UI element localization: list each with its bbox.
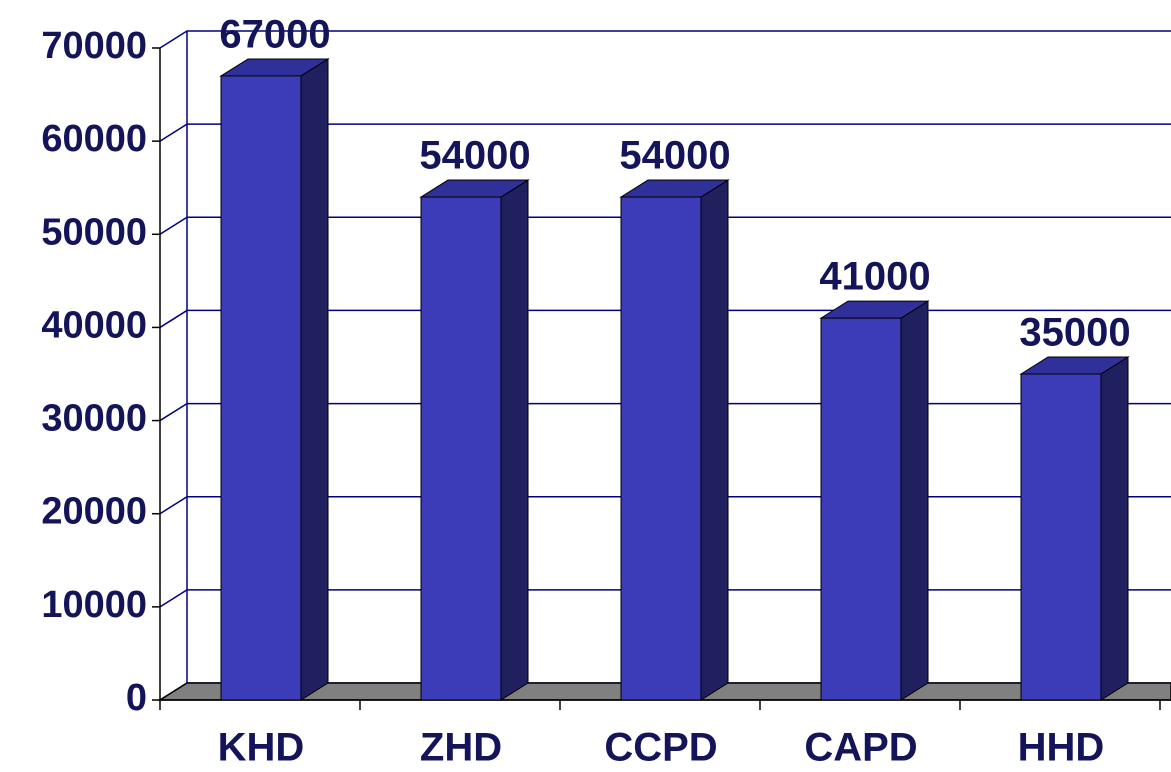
grid-line bbox=[159, 30, 1171, 49]
value-label: 54000 bbox=[419, 134, 530, 178]
y-tick-label: 30000 bbox=[41, 398, 147, 440]
x-tick-label: KHD bbox=[218, 726, 305, 770]
bar-side bbox=[700, 179, 729, 701]
x-tick-label: CAPD bbox=[804, 726, 917, 770]
y-tick-label: 70000 bbox=[41, 25, 147, 67]
y-tick-label: 20000 bbox=[41, 491, 147, 533]
y-tick-label: 40000 bbox=[41, 304, 147, 346]
y-tick-label: 0 bbox=[126, 677, 147, 719]
value-label: 35000 bbox=[1019, 311, 1130, 355]
grid-line bbox=[159, 123, 1171, 142]
bar-side bbox=[300, 58, 329, 701]
value-label: 41000 bbox=[819, 255, 930, 299]
bar bbox=[220, 75, 302, 701]
x-tick-label: CCPD bbox=[604, 726, 717, 770]
bar bbox=[1020, 373, 1102, 701]
bar-side bbox=[500, 179, 529, 701]
grid-line bbox=[159, 216, 1171, 235]
bar bbox=[620, 196, 702, 701]
x-tick-label: ZHD bbox=[420, 726, 502, 770]
y-tick-label: 50000 bbox=[41, 211, 147, 253]
value-label: 54000 bbox=[619, 134, 730, 178]
x-tick-label: HHD bbox=[1018, 726, 1105, 770]
y-tick-label: 10000 bbox=[41, 584, 147, 626]
bar bbox=[820, 317, 902, 701]
value-label: 67000 bbox=[219, 13, 330, 57]
bar bbox=[420, 196, 502, 701]
bar-side bbox=[900, 300, 929, 701]
bar-side bbox=[1100, 356, 1129, 701]
y-tick-label: 60000 bbox=[41, 118, 147, 160]
